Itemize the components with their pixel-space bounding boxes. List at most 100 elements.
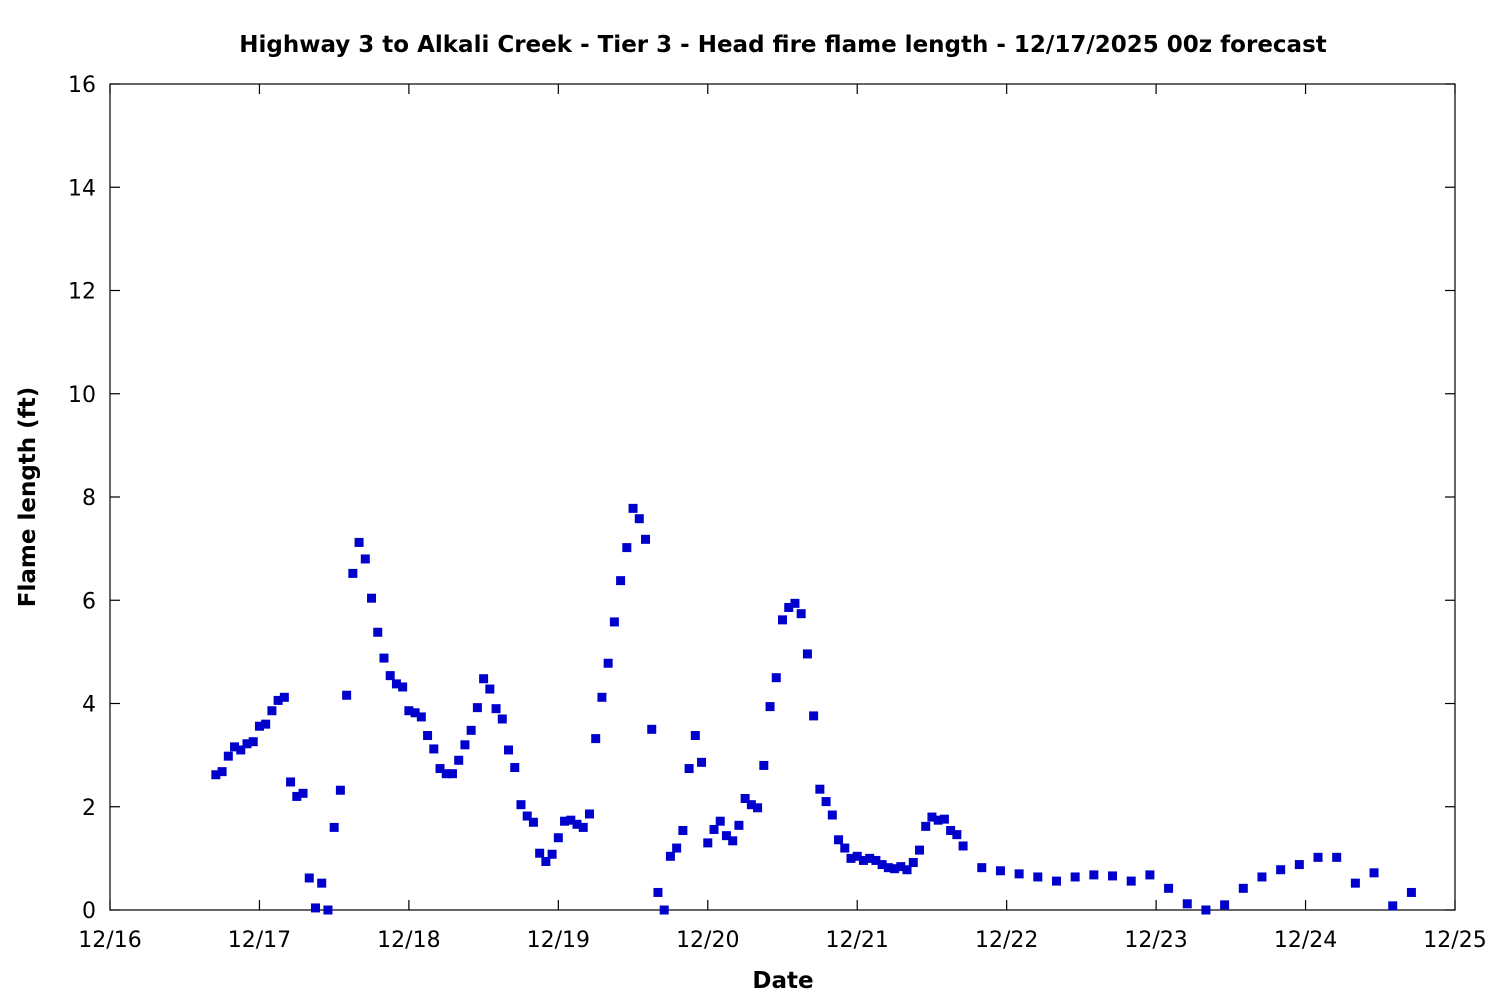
axis-ticks [109,83,1456,911]
data-point [1089,870,1099,880]
data-point [572,819,582,829]
data-point [447,769,457,779]
data-point [429,744,439,754]
data-point [883,863,893,873]
data-point [622,543,632,553]
data-point [385,671,395,681]
data-point [410,708,420,718]
data-point [485,684,495,694]
data-point [672,843,682,853]
data-point [360,554,370,564]
data-point [902,865,912,875]
data-point [790,598,800,608]
data-point [1406,887,1416,897]
data-point [684,764,694,774]
data-point [323,905,333,915]
data-point [715,816,725,826]
data-point [391,679,401,689]
data-point [298,788,308,798]
data-point [304,873,314,883]
data-point [896,862,906,872]
data-point [1201,905,1211,915]
data-point [435,764,445,774]
data-point [1070,872,1080,882]
y-tick-label: 2 [82,796,96,821]
data-point [927,812,937,822]
x-tick-label: 12/16 [78,928,141,953]
data-point [261,719,271,729]
data-point [784,602,794,612]
plot-frame [109,83,1456,911]
data-point [977,863,987,873]
x-axis-label: Date [752,968,813,994]
data-point [728,836,738,846]
data-point [933,815,943,825]
y-tick-label: 8 [82,486,96,511]
data-point [528,817,538,827]
data-point [516,800,526,810]
data-point [367,593,377,603]
data-point [1313,852,1323,862]
data-point [472,703,482,713]
data-point [852,851,862,861]
data-point [921,821,931,831]
data-point [279,692,289,702]
data-point [379,653,389,663]
data-point [709,824,719,834]
data-point [547,849,557,859]
data-point [223,751,233,761]
data-point [1257,872,1267,882]
data-point [753,803,763,813]
x-tick-label: 12/22 [975,928,1038,953]
data-point [616,576,626,586]
data-point [877,860,887,870]
y-tick-label: 12 [68,280,96,305]
data-point [678,825,688,835]
data-point [734,820,744,830]
data-point [703,838,713,848]
y-tick-label: 4 [82,693,96,718]
data-point [1276,865,1286,875]
data-point [354,537,364,547]
data-point [254,721,264,731]
data-point [914,845,924,855]
y-tick-label: 14 [68,176,96,201]
x-tick-label: 12/25 [1423,928,1486,953]
data-point [578,822,588,832]
data-point [827,810,837,820]
data-point [653,887,663,897]
data-point [404,706,414,716]
data-point [765,702,775,712]
data-point [771,673,781,683]
data-point [609,617,619,627]
data-point [1126,876,1136,886]
data-point [603,658,613,668]
data-point [466,725,476,735]
data-point [1051,876,1061,886]
data-point [1164,883,1174,893]
data-point [871,855,881,865]
data-point [740,793,750,803]
data-point [1182,899,1192,909]
data-point [230,742,240,752]
data-point [858,855,868,865]
data-point [821,797,831,807]
data-point [1350,878,1360,888]
y-tick-label: 10 [68,383,96,408]
data-point [958,841,968,851]
data-point [535,848,545,858]
data-point [273,695,283,705]
data-point [746,800,756,810]
data-point [553,833,563,843]
x-tick-label: 12/21 [826,928,889,953]
data-point [647,724,657,734]
data-point [665,851,675,861]
data-point [697,757,707,767]
data-point [504,745,514,755]
data-point [1108,871,1118,881]
data-point [1294,860,1304,870]
data-point [497,714,507,724]
data-point [335,785,345,795]
data-point [522,811,532,821]
